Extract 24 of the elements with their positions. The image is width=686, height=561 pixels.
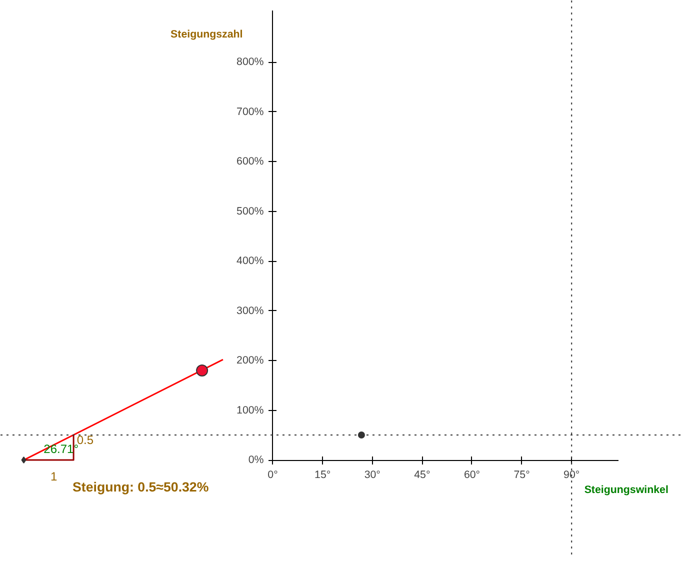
y-tick-label: 600% (236, 156, 264, 168)
y-tick-label: 200% (236, 354, 264, 367)
annotation: 1 (50, 470, 58, 484)
x-tick-label: 0° (268, 469, 278, 482)
x-tick-label: 45° (414, 469, 430, 482)
y-tick-label: 400% (236, 255, 264, 268)
y-axis-title: Steigungszahl (170, 28, 243, 40)
point (21, 456, 26, 464)
x-tick-label: 90° (564, 469, 580, 482)
x-tick-label: 30° (364, 469, 380, 482)
y-tick-label: 500% (236, 205, 264, 218)
point (196, 364, 208, 376)
y-tick-label: 300% (236, 304, 264, 317)
y-tick-label: 100% (236, 404, 264, 416)
x-tick-label: 75° (514, 469, 530, 482)
y-tick-label: 0% (248, 454, 264, 466)
y-tick-label: 800% (236, 56, 264, 68)
x-tick-label: 60° (464, 469, 480, 482)
y-tick-label: 700% (236, 106, 264, 118)
annotation: Steigung: 0.5≈50.32% (72, 480, 209, 494)
point (358, 432, 365, 438)
x-axis-title: Steigungswinkel (584, 484, 668, 496)
annotation: 0.5 (76, 433, 94, 448)
x-tick-label: 15° (314, 469, 331, 482)
